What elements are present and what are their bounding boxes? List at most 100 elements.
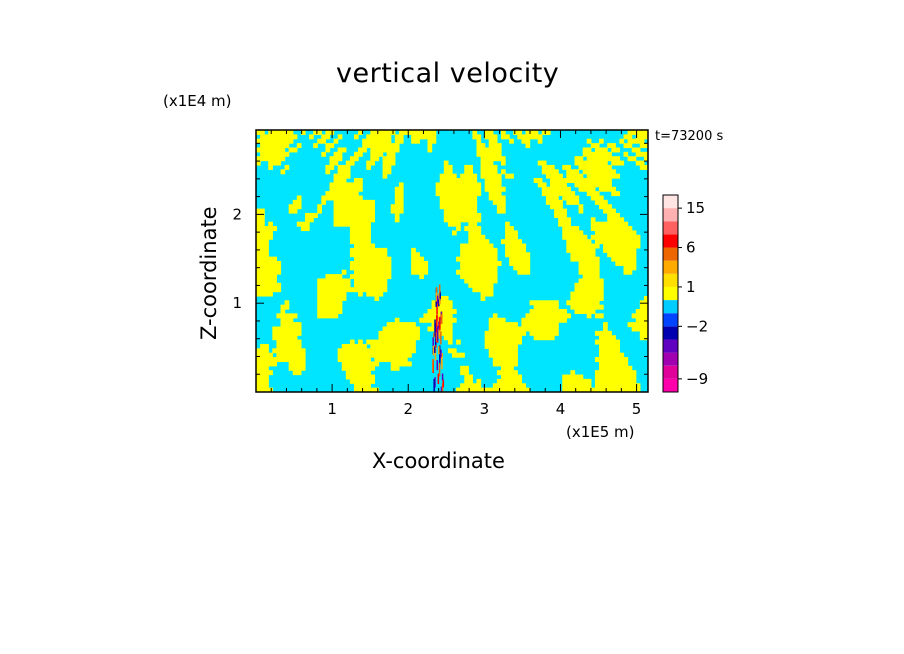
field-cell — [460, 174, 465, 179]
field-cell — [595, 287, 600, 292]
field-cell — [260, 156, 265, 161]
field-cell — [636, 152, 641, 157]
field-cell — [354, 344, 359, 349]
field-cell — [338, 292, 343, 297]
field-cell — [570, 257, 575, 262]
field-cell — [456, 191, 461, 196]
field-cell — [595, 283, 600, 288]
field-cell — [354, 200, 359, 205]
field-cell — [440, 178, 445, 183]
field-cell — [387, 265, 392, 270]
field-cell — [289, 322, 294, 327]
field-cell — [534, 305, 539, 310]
field-cell — [550, 309, 555, 314]
field-cell — [391, 366, 396, 371]
field-cell — [513, 244, 518, 249]
field-cell — [538, 161, 543, 166]
field-cell — [546, 300, 551, 305]
field-cell — [444, 217, 449, 222]
field-cell — [330, 292, 335, 297]
field-cell — [509, 327, 514, 332]
field-cell — [289, 327, 294, 332]
field-cell — [570, 375, 575, 380]
field-cell — [619, 222, 624, 227]
field-cell — [272, 331, 277, 336]
field-cell — [513, 348, 518, 353]
field-cell — [366, 143, 371, 148]
field-cell — [509, 257, 514, 262]
field-cell — [350, 239, 355, 244]
field-cell — [354, 213, 359, 218]
field-cell — [460, 252, 465, 257]
field-cell — [268, 370, 273, 375]
field-cell — [366, 278, 371, 283]
field-cell — [387, 147, 392, 152]
field-cell — [517, 335, 522, 340]
field-cell — [501, 335, 506, 340]
field-cell — [370, 340, 375, 345]
field-cell — [330, 296, 335, 301]
field-cell — [379, 348, 384, 353]
field-cell — [358, 370, 363, 375]
jet-streak — [439, 322, 441, 330]
field-cell — [558, 222, 563, 227]
field-cell — [464, 257, 469, 262]
field-cell — [472, 213, 477, 218]
field-cell — [489, 169, 494, 174]
field-cell — [395, 318, 400, 323]
field-cell — [342, 278, 347, 283]
field-cell — [358, 182, 363, 187]
field-cell — [325, 196, 330, 201]
field-cell — [428, 134, 433, 139]
field-cell — [468, 169, 473, 174]
field-cell — [342, 348, 347, 353]
field-cell — [260, 134, 265, 139]
field-cell — [558, 200, 563, 205]
field-cell — [268, 265, 273, 270]
field-cell — [317, 287, 322, 292]
field-cell — [330, 278, 335, 283]
field-cell — [281, 322, 286, 327]
field-cell — [611, 161, 616, 166]
field-cell — [460, 204, 465, 209]
field-cell — [444, 161, 449, 166]
field-cell — [517, 134, 522, 139]
field-cell — [636, 244, 641, 249]
field-cell — [334, 152, 339, 157]
field-cell — [603, 327, 608, 332]
field-cell — [505, 383, 510, 388]
field-cell — [444, 196, 449, 201]
field-cell — [391, 209, 396, 214]
field-cell — [383, 265, 388, 270]
field-cell — [611, 340, 616, 345]
field-cell — [595, 182, 600, 187]
field-cell — [579, 244, 584, 249]
field-cell — [260, 366, 265, 371]
field-cell — [497, 191, 502, 196]
field-cell — [587, 248, 592, 253]
field-cell — [301, 222, 306, 227]
jet-streak — [437, 296, 439, 304]
field-cell — [509, 379, 514, 384]
field-cell — [575, 379, 580, 384]
field-cell — [501, 187, 506, 192]
field-cell — [460, 213, 465, 218]
field-cell — [485, 174, 490, 179]
field-cell — [599, 375, 604, 380]
field-cell — [579, 209, 584, 214]
field-cell — [472, 235, 477, 240]
field-cell — [346, 204, 351, 209]
field-cell — [444, 322, 449, 327]
field-cell — [599, 182, 604, 187]
field-cell — [268, 134, 273, 139]
field-cell — [387, 357, 392, 362]
field-cell — [264, 261, 269, 266]
field-cell — [570, 248, 575, 253]
field-cell — [362, 383, 367, 388]
field-cell — [358, 383, 363, 388]
field-cell — [370, 209, 375, 214]
field-cell — [489, 248, 494, 253]
field-cell — [370, 143, 375, 148]
field-cell — [517, 265, 522, 270]
field-cell — [509, 252, 514, 257]
